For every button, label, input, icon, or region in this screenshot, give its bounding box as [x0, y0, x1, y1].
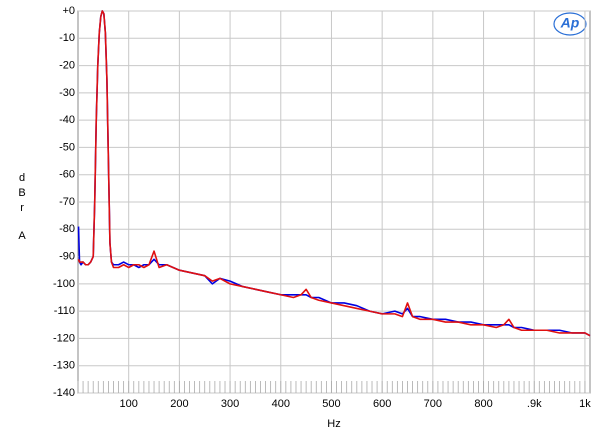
- y-tick-label: -40: [59, 114, 75, 126]
- y-tick-label: -50: [59, 141, 75, 153]
- y-tick-label: -10: [59, 32, 75, 44]
- y-tick-label: -140: [53, 387, 75, 399]
- y-tick-label: -100: [53, 278, 75, 290]
- x-tick-label: 800: [474, 398, 492, 410]
- x-tick-label: 1k: [579, 398, 591, 410]
- x-tick-label: 300: [221, 398, 239, 410]
- x-tick-label: .9k: [527, 398, 542, 410]
- y-tick-label: -90: [59, 250, 75, 262]
- y-tick-label: -80: [59, 223, 75, 235]
- y-tick-label: -30: [59, 87, 75, 99]
- data-line: [77, 10, 591, 337]
- y-axis-unit: A: [16, 230, 28, 242]
- logo-ring: [553, 12, 587, 36]
- logo: Ap: [560, 15, 580, 31]
- x-tick-label: 500: [322, 398, 340, 410]
- y-tick-label: -60: [59, 169, 75, 181]
- y-tick-label: -120: [53, 332, 75, 344]
- y-axis-label: dBr: [16, 172, 28, 217]
- x-tick-label: 700: [424, 398, 442, 410]
- x-tick-label: 200: [170, 398, 188, 410]
- y-tick-label: -70: [59, 196, 75, 208]
- x-axis-label: Hz: [327, 418, 340, 430]
- y-tick-label: -110: [54, 305, 75, 317]
- x-tick-label: 400: [272, 398, 290, 410]
- y-tick-label: +0: [62, 5, 75, 17]
- x-tick-label: 600: [373, 398, 391, 410]
- y-tick-label: -130: [53, 360, 75, 372]
- x-tick-label: 100: [120, 398, 138, 410]
- y-tick-label: -20: [59, 59, 75, 71]
